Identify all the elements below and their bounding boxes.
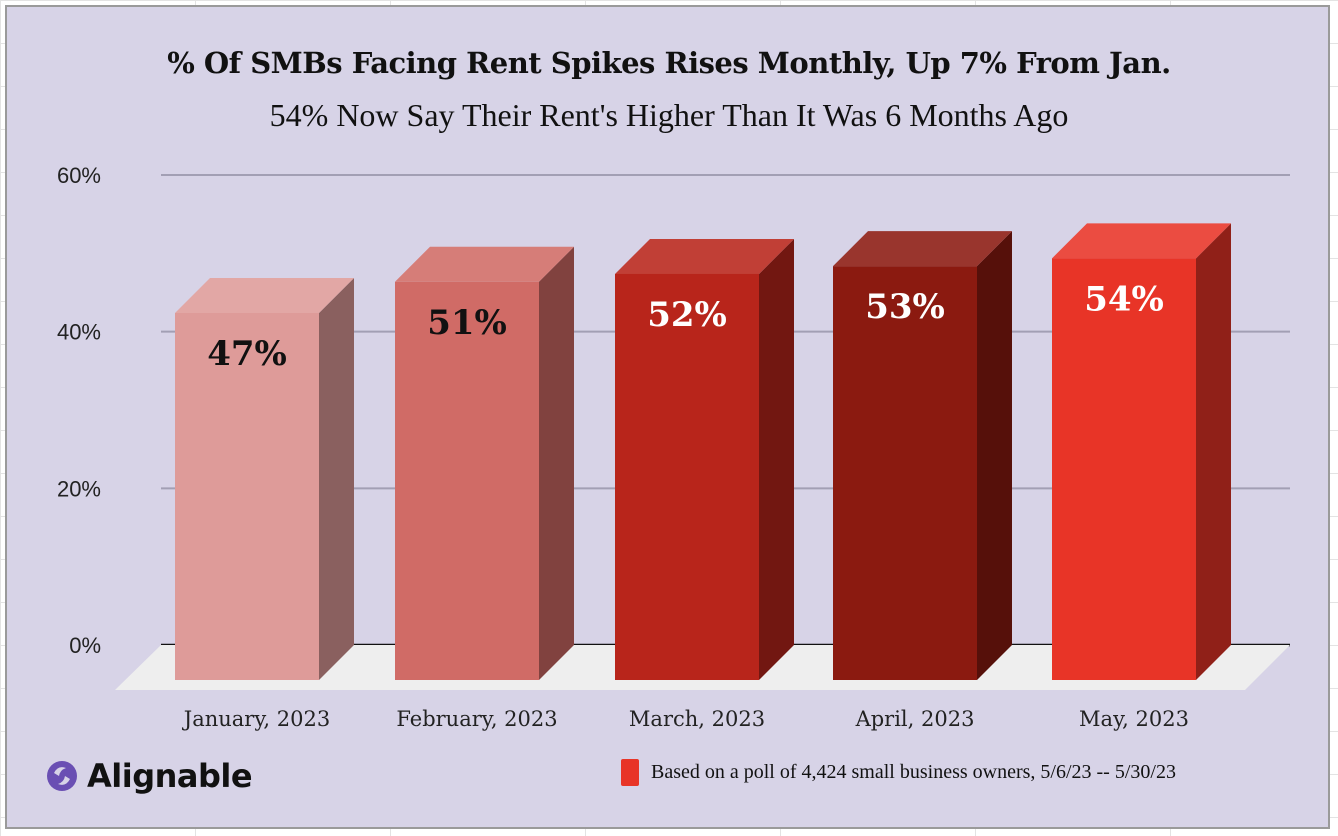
data-label: 54% [1084,279,1164,319]
logo-text: Alignable [87,757,253,795]
alignable-logo: Alignable [45,757,253,795]
y-tick-label: 20% [57,476,101,501]
bar-top-4 [833,231,1012,267]
x-tick-label: April, 2023 [855,707,975,731]
data-label: 52% [647,295,727,335]
bar-side-5 [1196,223,1231,680]
bar-top-3 [615,238,794,274]
bar-top-5 [1052,223,1231,259]
bar-4 [833,266,977,680]
x-tick-label: January, 2023 [182,707,330,731]
bar-side-3 [759,238,794,680]
legend: Based on a poll of 4,424 small business … [621,759,1176,786]
data-label: 51% [427,303,507,343]
bar-1 [175,313,319,680]
bar-top-1 [175,278,354,313]
bar-2 [395,281,539,680]
bar-side-2 [539,246,574,680]
bar-side-4 [977,231,1012,681]
x-tick-label: May, 2023 [1079,707,1189,731]
y-tick-label: 60% [57,163,101,188]
y-tick-label: 0% [69,633,101,658]
x-tick-label: March, 2023 [629,707,765,731]
y-tick-label: 40% [57,320,101,345]
bar-top-2 [395,246,574,282]
bar-3 [615,273,759,680]
bar-5 [1052,258,1196,680]
chart-subtitle: 54% Now Say Their Rent's Higher Than It … [269,97,1069,133]
legend-label: Based on a poll of 4,424 small business … [651,761,1176,783]
data-label: 53% [865,287,945,327]
chart-title: % Of SMBs Facing Rent Spikes Rises Month… [167,46,1171,80]
bar-side-1 [319,278,354,680]
alignable-logo-icon [47,761,77,791]
data-label: 47% [207,334,287,374]
x-tick-label: February, 2023 [396,707,557,731]
legend-swatch [621,759,639,786]
